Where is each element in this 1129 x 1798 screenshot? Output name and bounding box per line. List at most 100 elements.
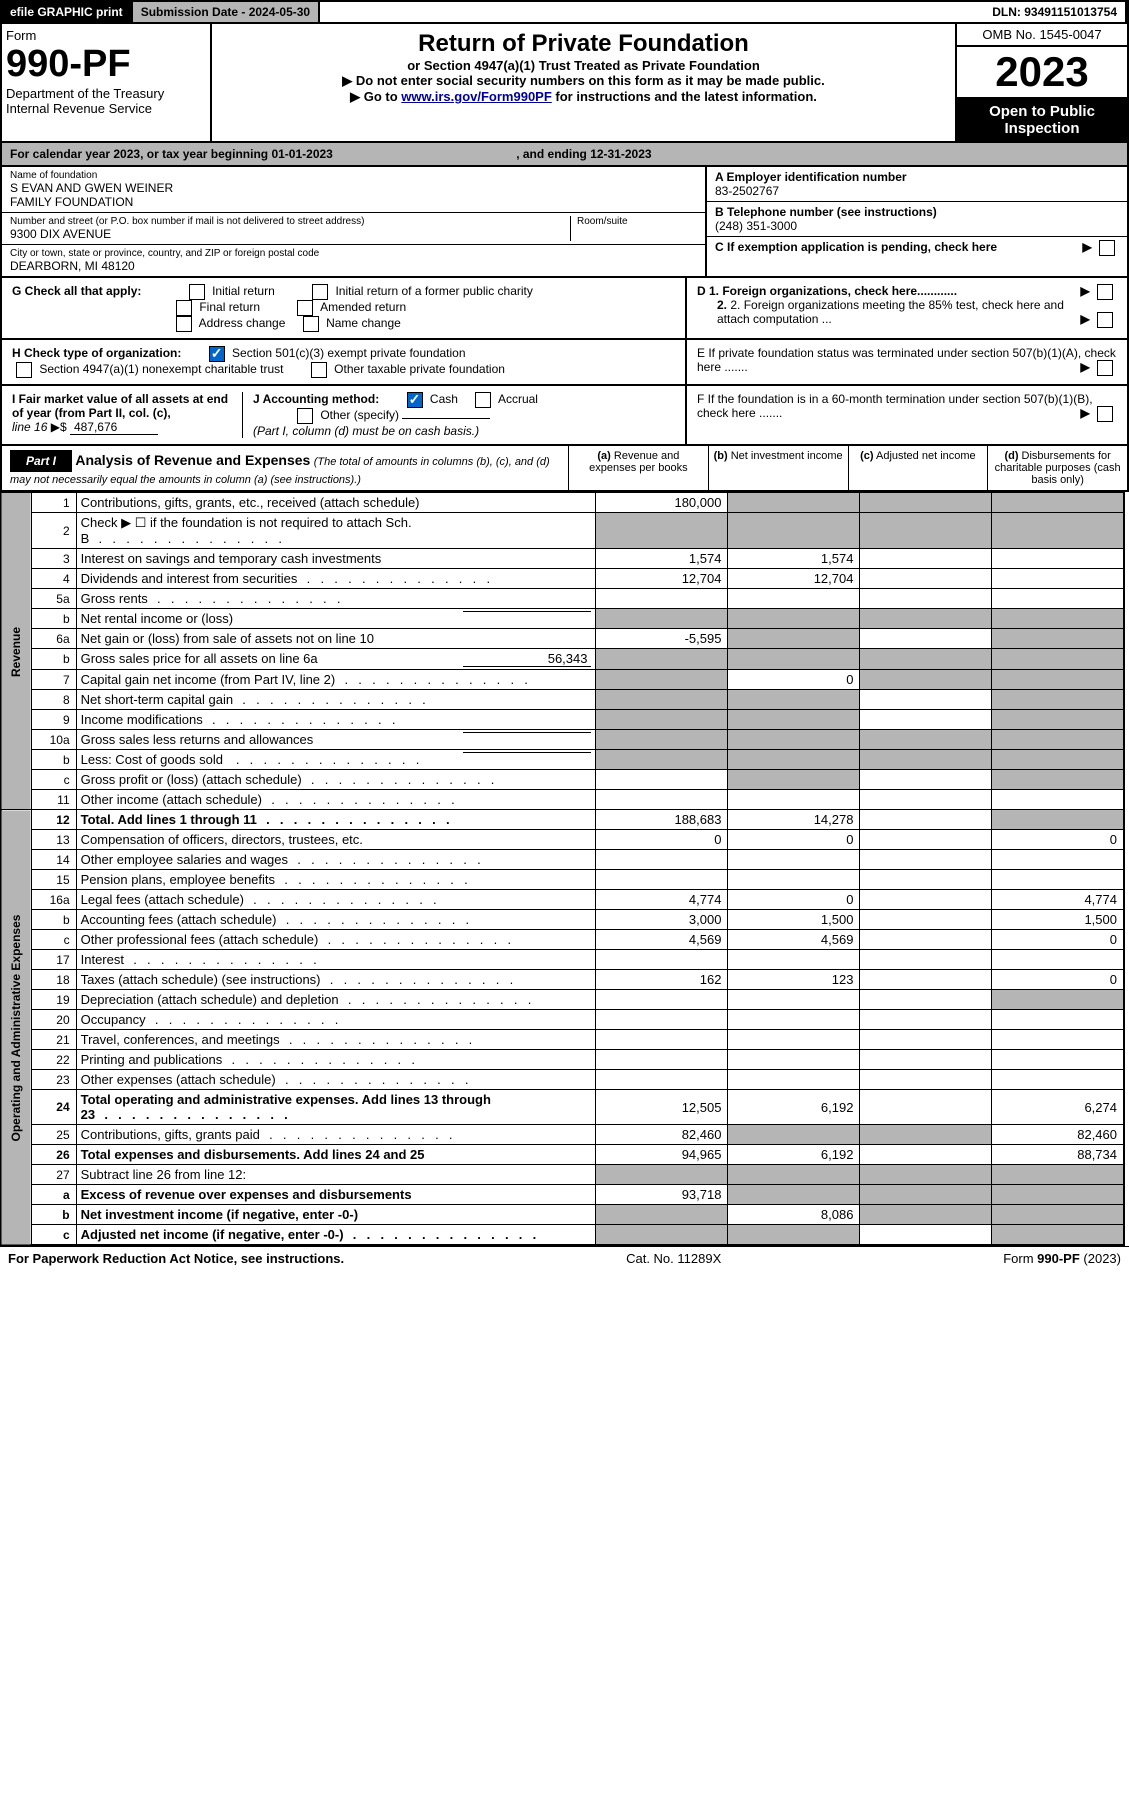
g-address-checkbox[interactable] (176, 316, 192, 332)
part1-header: Part I Analysis of Revenue and Expenses … (0, 446, 1129, 492)
cell-d (992, 549, 1124, 569)
room-label: Room/suite (577, 216, 697, 227)
footer: For Paperwork Reduction Act Notice, see … (0, 1246, 1129, 1270)
cell-b: 1,500 (728, 910, 860, 930)
cell-b (728, 870, 860, 890)
cell-d (992, 950, 1124, 970)
dept-treasury: Department of the Treasury (6, 86, 206, 101)
row-desc: Net gain or (loss) from sale of assets n… (76, 629, 596, 649)
h-501c3-checkbox[interactable] (209, 346, 225, 362)
cell-d (992, 609, 1124, 629)
cell-c (860, 513, 992, 549)
row-number: 10a (31, 730, 76, 750)
cell-a (596, 1010, 728, 1030)
row-desc: Income modifications (76, 710, 596, 730)
cell-c (860, 930, 992, 950)
table-row: cOther professional fees (attach schedul… (1, 930, 1124, 950)
cell-a: 4,569 (596, 930, 728, 950)
cell-b (728, 730, 860, 750)
addr-label: Number and street (or P.O. box number if… (10, 216, 570, 227)
row-number: 23 (31, 1070, 76, 1090)
cell-a (596, 609, 728, 629)
cell-b (728, 790, 860, 810)
cell-b: 6,192 (728, 1145, 860, 1165)
foundation-name-1: S EVAN AND GWEN WEINER (10, 181, 697, 195)
cell-a (596, 690, 728, 710)
cell-d (992, 770, 1124, 790)
instr-ssn: ▶ Do not enter social security numbers o… (218, 73, 949, 89)
row-number: 4 (31, 569, 76, 589)
row-number: 18 (31, 970, 76, 990)
cell-b (728, 493, 860, 513)
cat-no: Cat. No. 11289X (626, 1251, 721, 1266)
table-row: 7Capital gain net income (from Part IV, … (1, 670, 1124, 690)
cell-a (596, 730, 728, 750)
row-number: 21 (31, 1030, 76, 1050)
row-desc: Net investment income (if negative, ente… (76, 1205, 596, 1225)
row-desc: Subtract line 26 from line 12: (76, 1165, 596, 1185)
c-checkbox[interactable] (1099, 240, 1115, 256)
j-accrual-checkbox[interactable] (475, 392, 491, 408)
row-desc: Compensation of officers, directors, tru… (76, 830, 596, 850)
cell-c (860, 970, 992, 990)
row-desc: Pension plans, employee benefits (76, 870, 596, 890)
cell-a: 188,683 (596, 810, 728, 830)
cell-c (860, 750, 992, 770)
g-name-checkbox[interactable] (303, 316, 319, 332)
row-desc: Printing and publications (76, 1050, 596, 1070)
cell-c (860, 730, 992, 750)
j-other-checkbox[interactable] (297, 408, 313, 424)
cell-d (992, 569, 1124, 589)
g-final-checkbox[interactable] (176, 300, 192, 316)
table-row: cGross profit or (loss) (attach schedule… (1, 770, 1124, 790)
row-number: 5a (31, 589, 76, 609)
d1-checkbox[interactable] (1097, 284, 1113, 300)
table-row: 5aGross rents (1, 589, 1124, 609)
foundation-name-2: FAMILY FOUNDATION (10, 195, 697, 209)
phone-label: B Telephone number (see instructions) (715, 205, 1119, 219)
row-number: 7 (31, 670, 76, 690)
cell-c (860, 830, 992, 850)
efile-label: efile GRAPHIC print (2, 2, 133, 22)
j-cash-checkbox[interactable] (407, 392, 423, 408)
phone-value: (248) 351-3000 (715, 219, 1119, 233)
row-number: a (31, 1185, 76, 1205)
cell-b (728, 1010, 860, 1030)
cell-c (860, 690, 992, 710)
f-row: F If the foundation is in a 60-month ter… (697, 392, 1117, 420)
row-number: 13 (31, 830, 76, 850)
h-4947-checkbox[interactable] (16, 362, 32, 378)
d1-row: D 1. Foreign organizations, check here..… (697, 284, 1117, 298)
row-desc: Net rental income or (loss) (76, 609, 596, 629)
cell-a (596, 710, 728, 730)
table-row: 3Interest on savings and temporary cash … (1, 549, 1124, 569)
g-initial-public-checkbox[interactable] (312, 284, 328, 300)
irs-link[interactable]: www.irs.gov/Form990PF (401, 89, 552, 104)
cell-c (860, 1145, 992, 1165)
row-desc: Occupancy (76, 1010, 596, 1030)
cell-d (992, 1010, 1124, 1030)
d2-checkbox[interactable] (1097, 312, 1113, 328)
g-amended-checkbox[interactable] (297, 300, 313, 316)
e-checkbox[interactable] (1097, 360, 1113, 376)
row-number: 24 (31, 1090, 76, 1125)
h-other-checkbox[interactable] (311, 362, 327, 378)
row-desc: Taxes (attach schedule) (see instruction… (76, 970, 596, 990)
row-number: 17 (31, 950, 76, 970)
table-row: 14Other employee salaries and wages (1, 850, 1124, 870)
cell-d (992, 990, 1124, 1010)
table-row: 20Occupancy (1, 1010, 1124, 1030)
row-number: b (31, 1205, 76, 1225)
cell-b (728, 770, 860, 790)
cell-a (596, 850, 728, 870)
g-initial-return-checkbox[interactable] (189, 284, 205, 300)
form-ref: Form 990-PF (2023) (1003, 1251, 1121, 1266)
table-row: 18Taxes (attach schedule) (see instructi… (1, 970, 1124, 990)
row-number: b (31, 649, 76, 670)
cell-d: 0 (992, 930, 1124, 950)
f-checkbox[interactable] (1097, 406, 1113, 422)
cell-b (728, 1050, 860, 1070)
row-desc: Gross rents (76, 589, 596, 609)
row-desc: Less: Cost of goods sold (76, 750, 596, 770)
h-e-block: H Check type of organization: Section 50… (0, 340, 1129, 386)
